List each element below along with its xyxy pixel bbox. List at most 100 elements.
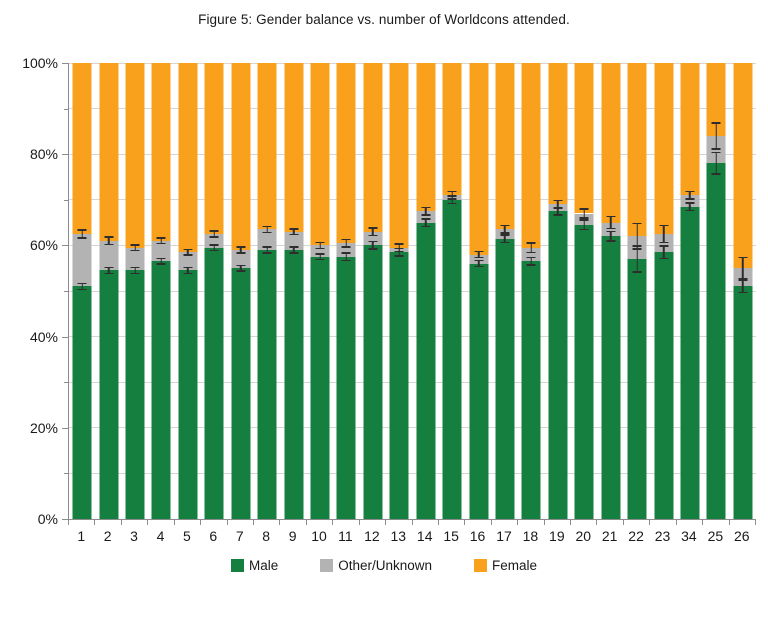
error-bar-cap-bottom — [209, 236, 219, 238]
x-axis-tick — [358, 520, 360, 525]
error-bar-stem — [81, 282, 83, 291]
chart-title: Figure 5: Gender balance vs. number of W… — [198, 12, 570, 27]
error-bar-cap-bottom — [262, 252, 272, 254]
bar-segment-other — [521, 247, 541, 262]
x-tick-label-21: 21 — [601, 528, 618, 544]
error-bar-other-top — [526, 242, 536, 254]
bar-column-7 — [228, 63, 254, 519]
error-bar-cap-top — [77, 229, 87, 231]
x-tick-label-22: 22 — [628, 528, 644, 544]
error-bar-cap-bottom — [447, 198, 457, 200]
x-tick-label-8: 8 — [262, 528, 271, 544]
bar-segment-female — [574, 63, 594, 214]
error-bar-male-top — [77, 282, 87, 291]
error-bar-male-top — [262, 246, 272, 254]
bar-segment-female — [310, 63, 330, 246]
bar-column-12 — [360, 63, 386, 519]
error-bar-cap-bottom — [474, 256, 484, 259]
error-bar-other-top — [315, 241, 325, 250]
error-bar-cap-bottom — [209, 249, 219, 252]
bar-segment-male — [706, 163, 726, 519]
error-bar-stem — [319, 241, 321, 250]
error-bar-cap-bottom — [526, 264, 536, 266]
bar-segment-male — [389, 252, 409, 519]
error-bar-cap-bottom — [738, 278, 748, 280]
bar-segment-other — [363, 231, 383, 246]
error-bar-cap-top — [606, 215, 616, 218]
error-bar-other-top — [738, 256, 748, 280]
legend-label-other: Other/Unknown — [338, 558, 433, 573]
bar-segment-other — [706, 135, 726, 164]
error-bar-stem — [372, 240, 374, 250]
error-bar-stem — [715, 122, 718, 150]
bar-segment-other — [601, 222, 621, 237]
y-axis-tick — [62, 245, 68, 247]
legend-label-female: Female — [492, 558, 538, 573]
error-bar-cap-top — [421, 206, 431, 209]
x-axis-tick — [385, 520, 387, 525]
bar-segment-female — [231, 63, 251, 250]
x-tick-label-19: 19 — [549, 528, 565, 544]
x-tick-label-6: 6 — [209, 528, 218, 544]
error-bar-cap-bottom — [659, 241, 668, 244]
x-axis-tick — [120, 520, 122, 525]
error-bar-cap-top — [474, 259, 484, 262]
bar-column-2 — [95, 63, 121, 519]
bar-segment-female — [416, 63, 436, 212]
bar-segment-male — [284, 249, 304, 519]
x-tick-label-9: 9 — [288, 528, 297, 544]
gridline-20 — [69, 427, 756, 429]
x-tick-label-14: 14 — [416, 528, 433, 544]
bar-segment-other — [231, 249, 251, 269]
error-bar-other-top — [421, 206, 431, 216]
error-bar-cap-bottom — [632, 271, 642, 273]
error-bar-cap-bottom — [553, 214, 563, 216]
error-bar-male-top — [130, 266, 140, 275]
bar-column-20 — [571, 63, 597, 519]
error-bar-male-top — [209, 244, 219, 252]
error-bar-other-top — [209, 230, 219, 238]
bar-segment-male — [336, 256, 356, 519]
x-tick-label-25: 25 — [707, 528, 724, 544]
bar-segment-female — [99, 63, 119, 241]
y-axis-tick — [62, 154, 68, 156]
bar-segment-other — [72, 234, 92, 287]
error-bar-cap-top — [500, 224, 510, 227]
legend-item-female: Female — [474, 558, 537, 573]
y-tick-label-60: 60% — [29, 237, 58, 254]
bar-column-3 — [122, 63, 148, 519]
error-bar-stem — [477, 250, 480, 259]
bar-segment-male — [416, 222, 436, 519]
error-bar-cap-top — [289, 228, 299, 230]
error-bar-cap-bottom — [236, 252, 246, 254]
y-axis-tick — [64, 382, 68, 384]
error-bar-cap-top — [368, 227, 378, 229]
error-bar-cap-bottom — [77, 288, 87, 291]
error-bar-cap-bottom — [659, 257, 668, 260]
error-bar-cap-top — [341, 252, 351, 254]
x-axis-tick — [622, 520, 624, 525]
bar-segment-female — [389, 63, 409, 248]
x-axis-tick — [570, 520, 572, 525]
error-bar-stem — [372, 227, 374, 237]
bar-segment-female — [733, 63, 753, 269]
error-bar-cap-top — [579, 219, 589, 221]
error-bar-cap-top — [632, 222, 642, 225]
bar-segment-male — [442, 199, 462, 519]
error-bar-stem — [662, 224, 665, 244]
x-axis-tick — [596, 520, 598, 525]
error-bar-cap-top — [685, 190, 695, 193]
error-bar-cap-bottom — [156, 263, 166, 265]
error-bar-male-top — [738, 279, 748, 294]
error-bar-stem — [530, 256, 533, 266]
bar-column-11 — [333, 63, 359, 519]
bar-segment-other — [654, 234, 673, 253]
error-bar-stem — [160, 257, 163, 265]
bar-segment-female — [680, 63, 700, 196]
error-bar-stem — [213, 230, 216, 238]
error-bar-cap-top — [711, 122, 721, 124]
gridline-60 — [69, 244, 756, 246]
error-bar-cap-top — [421, 218, 431, 220]
error-bar-stem — [477, 259, 480, 268]
error-bar-stem — [266, 225, 268, 234]
